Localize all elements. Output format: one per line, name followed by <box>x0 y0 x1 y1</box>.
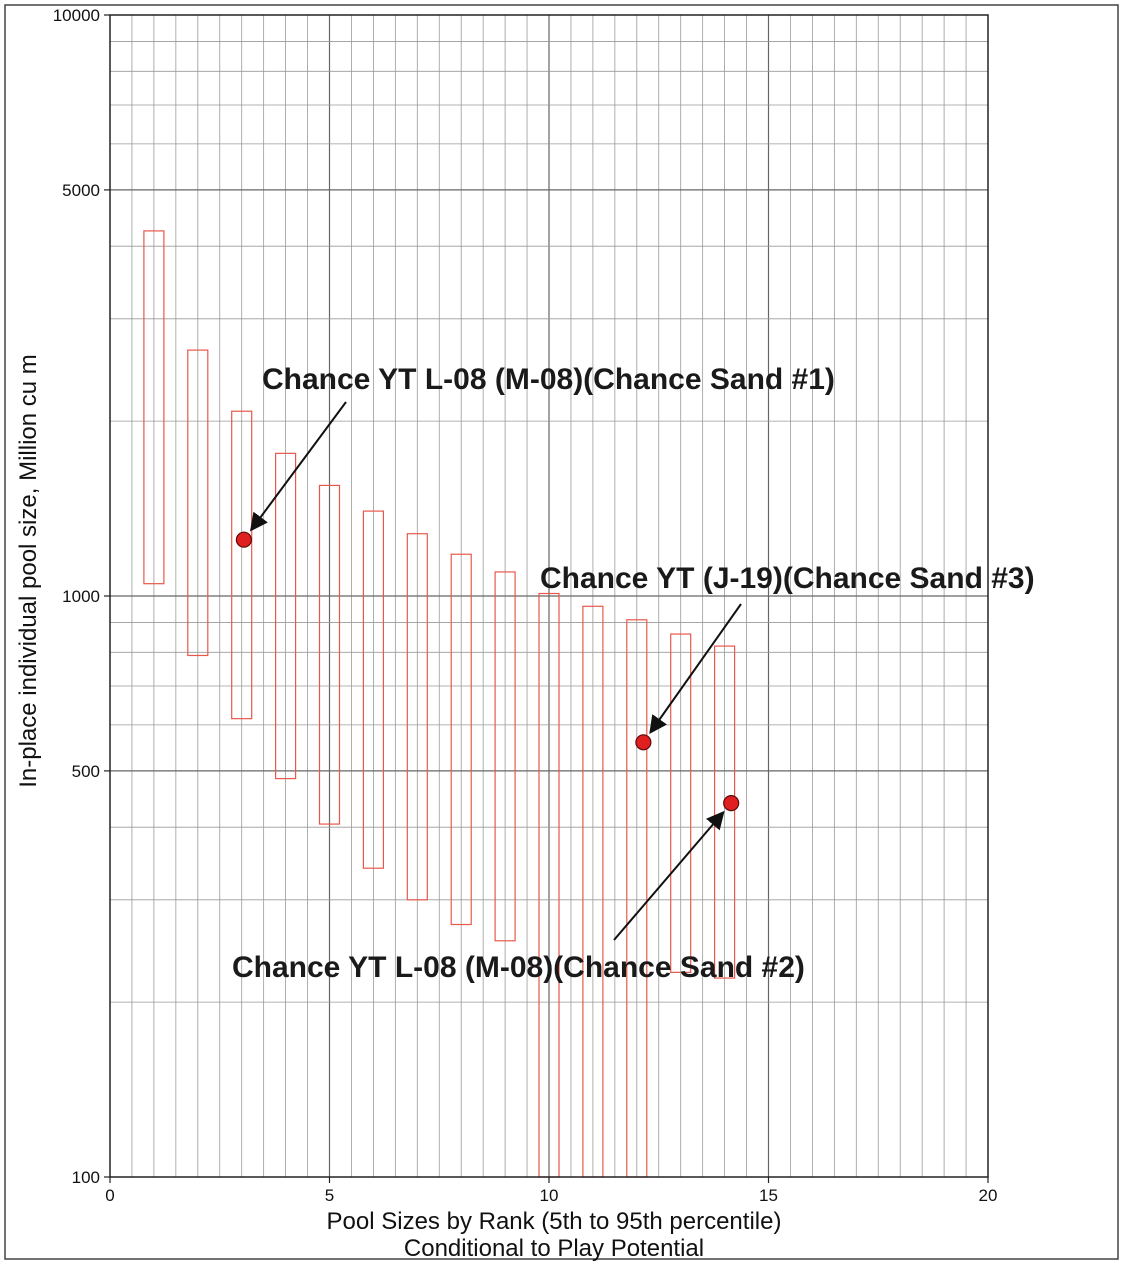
annotation-arrow <box>649 603 742 734</box>
range-bar-rank-1 <box>143 230 165 585</box>
range-bar-rank-2 <box>187 349 209 657</box>
point-annotation-label: Chance YT (J-19)(Chance Sand #3) <box>540 562 1035 595</box>
x-tick-label: 20 <box>979 1186 998 1205</box>
y-tick-label: 100 <box>72 1168 100 1187</box>
x-tick-label: 10 <box>540 1186 559 1205</box>
axes: 0 5 10 15 20 100 500 1000 5000 10000 Pool Sizes by… <box>15 6 997 1262</box>
y-tick-label: 5000 <box>62 181 100 200</box>
annotation-arrow <box>613 810 725 941</box>
range-bar-rank-4 <box>275 452 297 780</box>
data-points <box>235 531 740 812</box>
data-point <box>635 734 652 751</box>
y-tick-label: 500 <box>72 762 100 781</box>
range-bar-rank-13 <box>670 633 692 973</box>
range-bar-rank-7 <box>406 533 428 901</box>
point-annotation-label: Chance YT L-08 (M-08)(Chance Sand #2) <box>232 951 805 984</box>
frame-border <box>4 4 1119 1260</box>
range-bars <box>143 230 736 1178</box>
range-bar-rank-8 <box>450 553 472 926</box>
y-tick-label: 10000 <box>53 6 100 25</box>
annotation-arrow <box>249 401 347 532</box>
data-point <box>723 795 740 812</box>
x-axis-title: Pool Sizes by Rank (5th to 95th percenti… <box>327 1208 782 1235</box>
x-tick-label: 15 <box>759 1186 778 1205</box>
y-axis-title: In-place individual pool size, Million c… <box>15 354 42 788</box>
range-bar-rank-9 <box>494 571 516 942</box>
point-annotation-label: Chance YT L-08 (M-08)(Chance Sand #1) <box>262 363 835 396</box>
x-tick-label: 0 <box>105 1186 114 1205</box>
x-axis-subtitle: Conditional to Play Potential <box>404 1235 704 1262</box>
annotation-labels: Chance YT L-08 (M-08)(Chance Sand #1) Cha… <box>232 363 1035 984</box>
grid <box>110 15 988 1177</box>
y-tick-label: 1000 <box>62 587 100 606</box>
range-bar-rank-3 <box>231 410 253 720</box>
data-point <box>235 531 252 548</box>
x-tick-label: 5 <box>325 1186 334 1205</box>
annotation-arrows <box>249 401 742 941</box>
range-bar-rank-5 <box>318 484 341 825</box>
range-bar-rank-6 <box>362 510 384 869</box>
